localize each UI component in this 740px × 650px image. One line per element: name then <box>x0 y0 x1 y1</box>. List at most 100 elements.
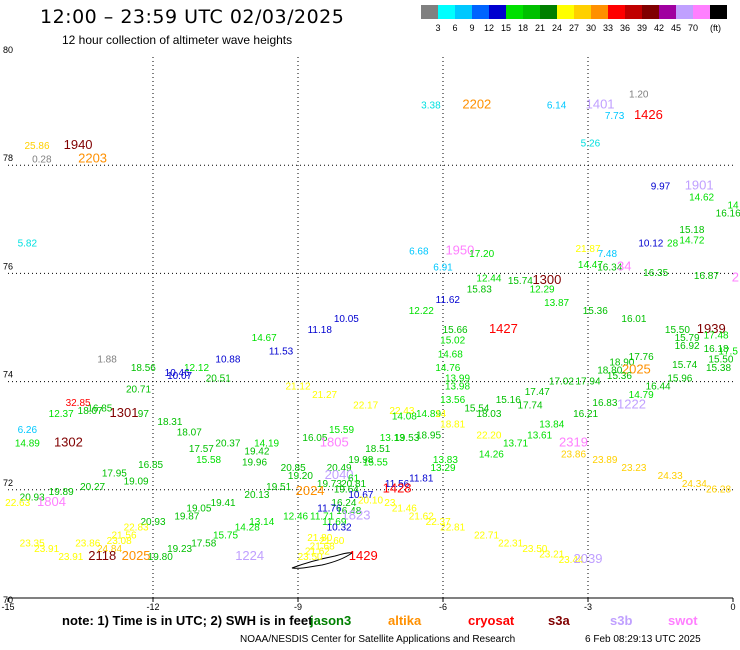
time-label: 1804 <box>37 494 66 509</box>
wave-height-label: 14.89 <box>416 409 441 420</box>
legend-swatch <box>557 5 574 19</box>
x-tick-label: -3 <box>584 602 592 612</box>
legend-swatch <box>710 5 727 19</box>
time-label: 2202 <box>462 96 491 111</box>
time-label: 2025 <box>122 548 151 563</box>
wave-height-label: 17.48 <box>704 330 729 341</box>
wave-height-label: 15.58 <box>196 455 221 466</box>
time-label: 1805 <box>320 435 349 450</box>
wave-height-label: 14.62 <box>689 192 714 203</box>
wave-height-label: 24.33 <box>658 471 683 482</box>
x-tick-label: -12 <box>146 602 159 612</box>
wave-height-label: 16.48 <box>336 506 361 517</box>
wave-height-label: 6.91 <box>433 263 453 274</box>
legend-swatch <box>625 5 642 19</box>
wave-height-label: 18.95 <box>416 430 441 441</box>
wave-height-label: 20.10 <box>358 495 383 506</box>
legend-label: 21 <box>534 23 545 33</box>
legend-label: 6 <box>452 23 458 33</box>
legend-label: 42 <box>653 23 664 33</box>
legend-swatch <box>574 5 591 19</box>
wave-height-label: 24.84 <box>97 544 122 555</box>
wave-height-label: 19.51 <box>266 482 291 493</box>
wave-height-label: 22.63 <box>5 498 30 509</box>
wave-height-label: 28 <box>667 238 679 249</box>
wave-height-label: 21.80 <box>307 533 332 544</box>
wave-height-label: 14.47 <box>578 260 603 271</box>
wave-height-label: 14.72 <box>679 236 704 247</box>
y-tick-label: 78 <box>3 153 13 163</box>
wave-height-label: 21.87 <box>575 244 600 255</box>
wave-height-label: 20.13 <box>244 490 269 501</box>
wave-height-label: 19.20 <box>288 471 313 482</box>
legend-label: 33 <box>602 23 613 33</box>
wave-height-label: 16.24 <box>331 498 356 509</box>
wave-height-label: 20.49 <box>327 463 352 474</box>
wave-height-label: 17.58 <box>191 539 216 550</box>
wave-height-label: 10.88 <box>215 355 240 366</box>
wave-height-label: 13.87 <box>544 298 569 309</box>
wave-height-label: 23.21 <box>539 549 564 560</box>
wave-height-label: 14.89 <box>15 439 40 450</box>
wave-height-label: 16.16 <box>716 209 740 220</box>
satellite-jason3: jason3 <box>310 613 352 628</box>
time-label: 34 <box>617 259 631 274</box>
wave-height-label: 18.07 <box>78 406 103 417</box>
wave-height-label: 17.47 <box>525 387 550 398</box>
wave-height-label: 15.55 <box>363 457 388 468</box>
time-label: 1429 <box>349 548 378 563</box>
wave-height-label: 13.71 <box>503 439 528 450</box>
wave-height-label: 10.32 <box>327 522 352 533</box>
wave-height-label: 18.31 <box>157 417 182 428</box>
wave-height-label: 11.62 <box>436 295 461 306</box>
wave-height-label: 25.86 <box>24 141 49 152</box>
wave-height-label: 21.56 <box>111 530 136 541</box>
wave-height-label: 7.48 <box>598 249 618 260</box>
wave-height-label: 22.81 <box>440 522 465 533</box>
wave-height-label: 11.69 <box>322 517 347 528</box>
time-label: 1950 <box>445 242 474 257</box>
wave-height-label: 20.37 <box>215 439 240 450</box>
legend-swatch <box>506 5 523 19</box>
time-label: 2203 <box>78 150 107 165</box>
wave-height-label: 23.08 <box>107 536 132 547</box>
legend-label: 36 <box>619 23 630 33</box>
wave-height-label: 14.79 <box>629 390 654 401</box>
wave-height-label: 24.34 <box>682 479 707 490</box>
wave-height-label: 23.50 <box>522 544 547 555</box>
wave-height-label: 13.61 <box>527 430 552 441</box>
legend-swatch <box>642 5 659 19</box>
wave-height-label: 23.89 <box>592 455 617 466</box>
wave-height-label: 15.54 <box>464 403 489 414</box>
wave-height-label: 23.23 <box>621 463 646 474</box>
wave-height-label: 17.95 <box>102 468 127 479</box>
wave-height-label: 0.28 <box>32 154 52 165</box>
wave-height-label: 15.02 <box>440 336 465 347</box>
legend-swatch <box>676 5 693 19</box>
wave-height-label: 14.68 <box>438 349 463 360</box>
legend-swatch <box>472 5 489 19</box>
wave-height-label: 14 <box>727 200 739 211</box>
x-tick-label: -15 <box>1 602 14 612</box>
wave-height-label: 20.81 <box>341 479 366 490</box>
time-label: 1224 <box>235 548 264 563</box>
wave-height-label: 19.53 <box>394 433 419 444</box>
legend-label: 27 <box>568 23 579 33</box>
wave-height-label: 22.37 <box>426 517 451 528</box>
x-tick-label: -9 <box>294 602 302 612</box>
wave-height-label: 97 <box>138 409 150 420</box>
legend-label: 18 <box>517 23 528 33</box>
time-label: 1939 <box>697 321 726 336</box>
wave-height-label: 10.05 <box>334 314 359 325</box>
wave-height-label: 61 <box>348 474 360 485</box>
wave-height-label: 18.03 <box>476 409 501 420</box>
wave-height-label: 21.27 <box>312 390 337 401</box>
wave-height-label: 16.92 <box>675 341 700 352</box>
wave-height-label: 15.79 <box>675 333 700 344</box>
wave-height-label: 15.18 <box>679 225 704 236</box>
y-tick-label: 80 <box>3 45 13 55</box>
time-label: 1940 <box>64 137 93 152</box>
chart-subtitle: 12 hour collection of altimeter wave hei… <box>62 33 293 47</box>
legend-swatch <box>591 5 608 19</box>
legend-label: 39 <box>636 23 647 33</box>
